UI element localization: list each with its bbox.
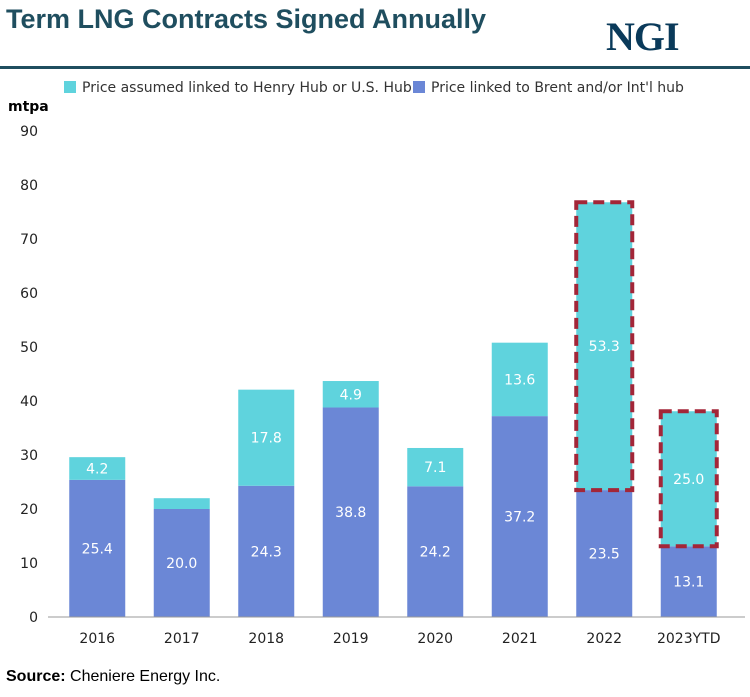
y-tick-label: 60 bbox=[20, 286, 38, 302]
ngi-logo: NGI bbox=[606, 14, 680, 59]
x-axis-labels: 2016 2017 2018 2019 2020 2021 2022 2023YTD bbox=[79, 631, 720, 647]
data-label-henry-hub-2019: 4.9 bbox=[340, 387, 362, 403]
x-tick-label: 2021 bbox=[502, 631, 538, 647]
y-tick-label: 70 bbox=[20, 232, 38, 248]
data-label-brent-2018: 24.3 bbox=[251, 544, 282, 560]
y-tick-label: 90 bbox=[20, 124, 38, 140]
bar-henry-hub-2017 bbox=[153, 498, 210, 509]
bar-henry-hub-2021 bbox=[491, 342, 548, 417]
data-label-brent-2016: 25.4 bbox=[82, 541, 113, 557]
header-rule bbox=[0, 66, 750, 69]
data-label-brent-2017: 20.0 bbox=[166, 556, 197, 572]
chart-title: Term LNG Contracts Signed Annually bbox=[6, 4, 487, 34]
x-tick-label: 2016 bbox=[79, 631, 115, 647]
x-tick-label: 2022 bbox=[586, 631, 622, 647]
y-tick-label: 80 bbox=[20, 178, 38, 194]
data-label-henry-hub-2018: 17.8 bbox=[251, 431, 282, 447]
x-tick-label: 2017 bbox=[164, 631, 200, 647]
data-label-henry-hub-2020: 7.1 bbox=[424, 460, 446, 476]
x-tick-label: 2023YTD bbox=[657, 631, 721, 647]
data-label-brent-2019: 38.8 bbox=[335, 505, 366, 521]
y-axis-ticks: 0 10 20 30 40 50 60 70 80 90 bbox=[20, 124, 38, 626]
x-tick-label: 2018 bbox=[248, 631, 284, 647]
bar-brent-2022 bbox=[576, 490, 633, 617]
bar-brent-2016 bbox=[69, 479, 126, 617]
data-label-brent-2022: 23.5 bbox=[589, 547, 620, 563]
bar-henry-hub-2016 bbox=[69, 457, 126, 480]
y-tick-label: 30 bbox=[20, 448, 38, 464]
bar-henry-hub-2019 bbox=[322, 381, 379, 408]
legend-label-henry-hub: Price assumed linked to Henry Hub or U.S… bbox=[82, 80, 412, 96]
x-tick-label: 2019 bbox=[333, 631, 369, 647]
bar-brent-2020 bbox=[407, 486, 464, 617]
highlight-box-2023YTD bbox=[658, 409, 719, 549]
y-tick-label: 10 bbox=[20, 556, 38, 572]
y-tick-label: 20 bbox=[20, 502, 38, 518]
bar-henry-hub-2022 bbox=[576, 202, 633, 491]
bar-brent-2019 bbox=[322, 407, 379, 617]
source-text: Cheniere Energy Inc. bbox=[70, 668, 221, 685]
y-tick-label: 50 bbox=[20, 340, 38, 356]
x-tick-label: 2020 bbox=[417, 631, 453, 647]
bar-henry-hub-2018 bbox=[238, 389, 295, 486]
data-label-brent-2021: 37.2 bbox=[504, 510, 535, 526]
data-label-henry-hub-2016: 4.2 bbox=[86, 462, 108, 478]
data-label-brent-2023YTD: 13.1 bbox=[673, 575, 704, 591]
legend-swatch-henry-hub bbox=[64, 81, 76, 93]
y-tick-label: 40 bbox=[20, 394, 38, 410]
highlight-box-2022 bbox=[574, 200, 635, 493]
bar-henry-hub-2023YTD bbox=[660, 411, 717, 547]
bars: 25.4 4.2 20.0 24.3 17.8 38.8 4.9 24.2 7.1 37.2 13.… bbox=[69, 200, 719, 617]
bar-brent-2023YTD bbox=[660, 546, 717, 617]
legend: Price assumed linked to Henry Hub or U.S… bbox=[64, 80, 684, 96]
legend-swatch-brent bbox=[413, 81, 425, 93]
y-axis-unit-label: mtpa bbox=[8, 99, 49, 115]
bar-henry-hub-2020 bbox=[407, 447, 464, 487]
source-label: Source: bbox=[6, 668, 66, 685]
legend-label-brent: Price linked to Brent and/or Int'l hub bbox=[431, 80, 684, 96]
y-tick-label: 0 bbox=[29, 610, 38, 626]
bar-brent-2021 bbox=[491, 416, 548, 617]
source-note: Source: Cheniere Energy Inc. bbox=[6, 668, 220, 686]
data-label-brent-2020: 24.2 bbox=[420, 545, 451, 561]
data-label-henry-hub-2022: 53.3 bbox=[589, 339, 620, 355]
data-label-henry-hub-2023YTD: 25.0 bbox=[673, 472, 704, 488]
bar-brent-2018 bbox=[238, 485, 295, 617]
data-label-henry-hub-2021: 13.6 bbox=[504, 372, 535, 388]
bar-brent-2017 bbox=[153, 509, 210, 617]
